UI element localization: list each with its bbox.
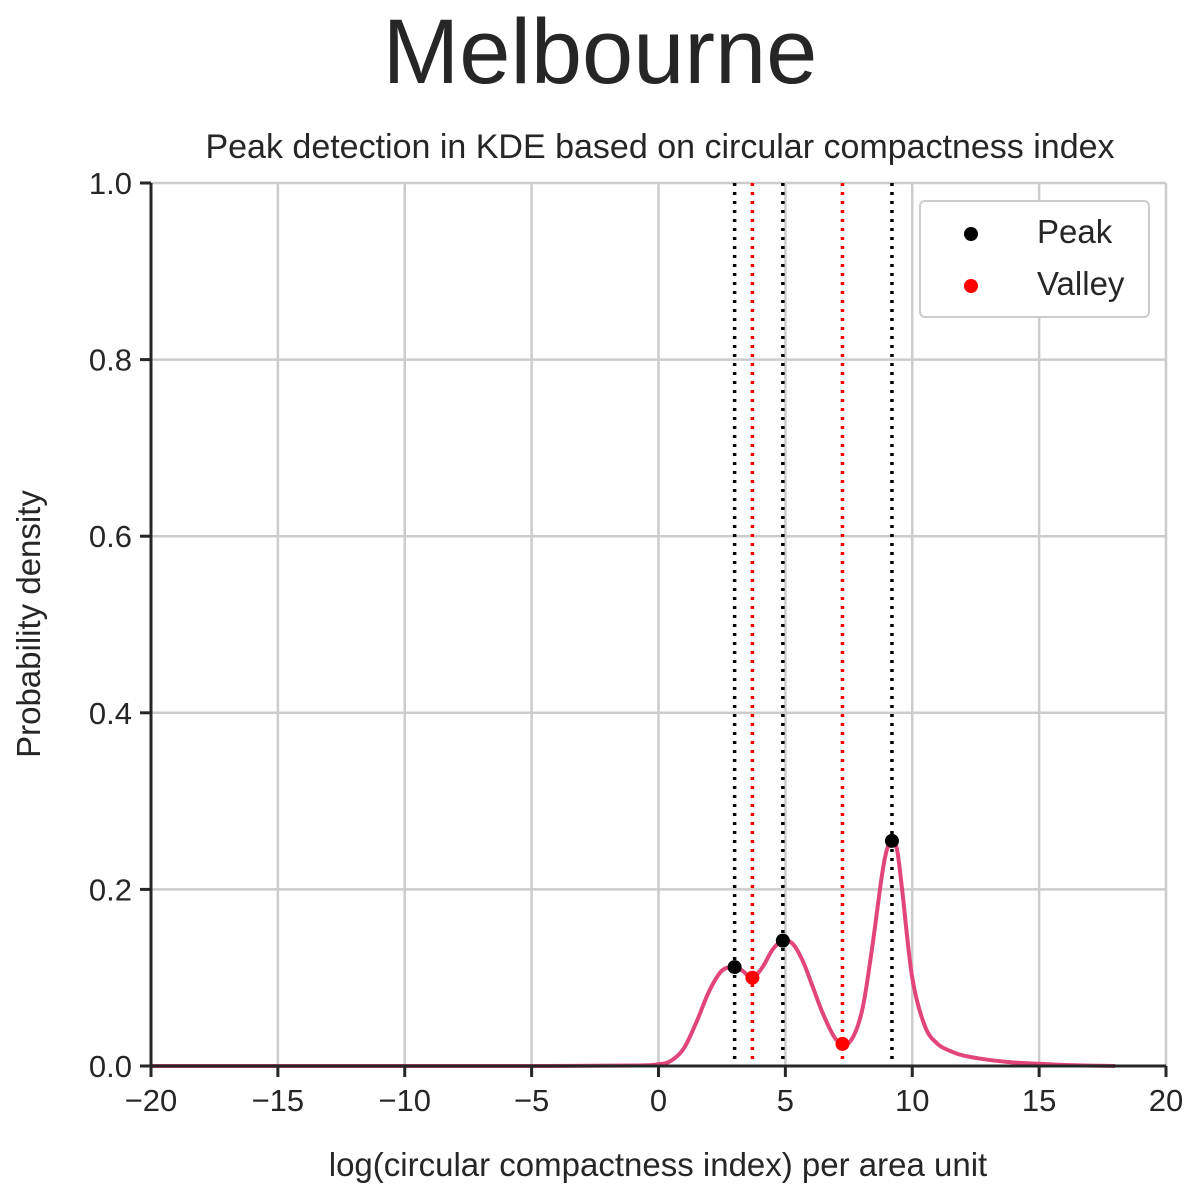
y-tick-label: 0.4 [89,696,132,731]
x-tick-label: 10 [895,1083,929,1118]
y-tick-label: 0.8 [89,343,132,378]
y-tick-label: 0.2 [89,872,132,907]
valley-point [745,970,760,985]
legend-valley-marker [964,279,978,293]
y-tick-label: 0.6 [89,519,132,554]
y-axis-label: Probability density [10,490,47,758]
tick-labels: −20 −15 −10 −5 0 5 10 15 20 0.0 0.2 0.4 0.6 0.8 1.0 [89,166,1183,1118]
y-tick-label: 1.0 [89,166,132,201]
x-tick-label: 5 [777,1083,794,1118]
x-tick-label: −5 [514,1083,549,1118]
x-tick-label: 0 [650,1083,667,1118]
y-tick-label: 0.0 [89,1049,132,1084]
chart-subtitle: Peak detection in KDE based on circular … [205,128,1114,166]
axes [140,181,1168,1077]
valley-point [835,1036,850,1051]
peak-point [727,960,742,975]
legend-peak-marker [964,227,978,241]
marker-lines [732,183,894,1066]
peak-point [884,833,899,848]
x-tick-label: −20 [125,1083,178,1118]
x-tick-label: −10 [378,1083,431,1118]
x-tick-label: 15 [1022,1083,1056,1118]
kde-curve [151,838,1116,1069]
legend-peak-label: Peak [1037,213,1113,250]
marker-points [727,833,899,1051]
legend: Peak Valley [919,200,1150,318]
figure-title: Melbourne [382,1,818,103]
peak-point [775,933,790,948]
x-tick-label: −15 [252,1083,305,1118]
x-tick-label: 20 [1149,1083,1183,1118]
legend-valley-label: Valley [1037,265,1125,302]
kde-curve-layer [151,838,1116,1069]
x-axis-label: log(circular compactness index) per area… [329,1146,987,1183]
